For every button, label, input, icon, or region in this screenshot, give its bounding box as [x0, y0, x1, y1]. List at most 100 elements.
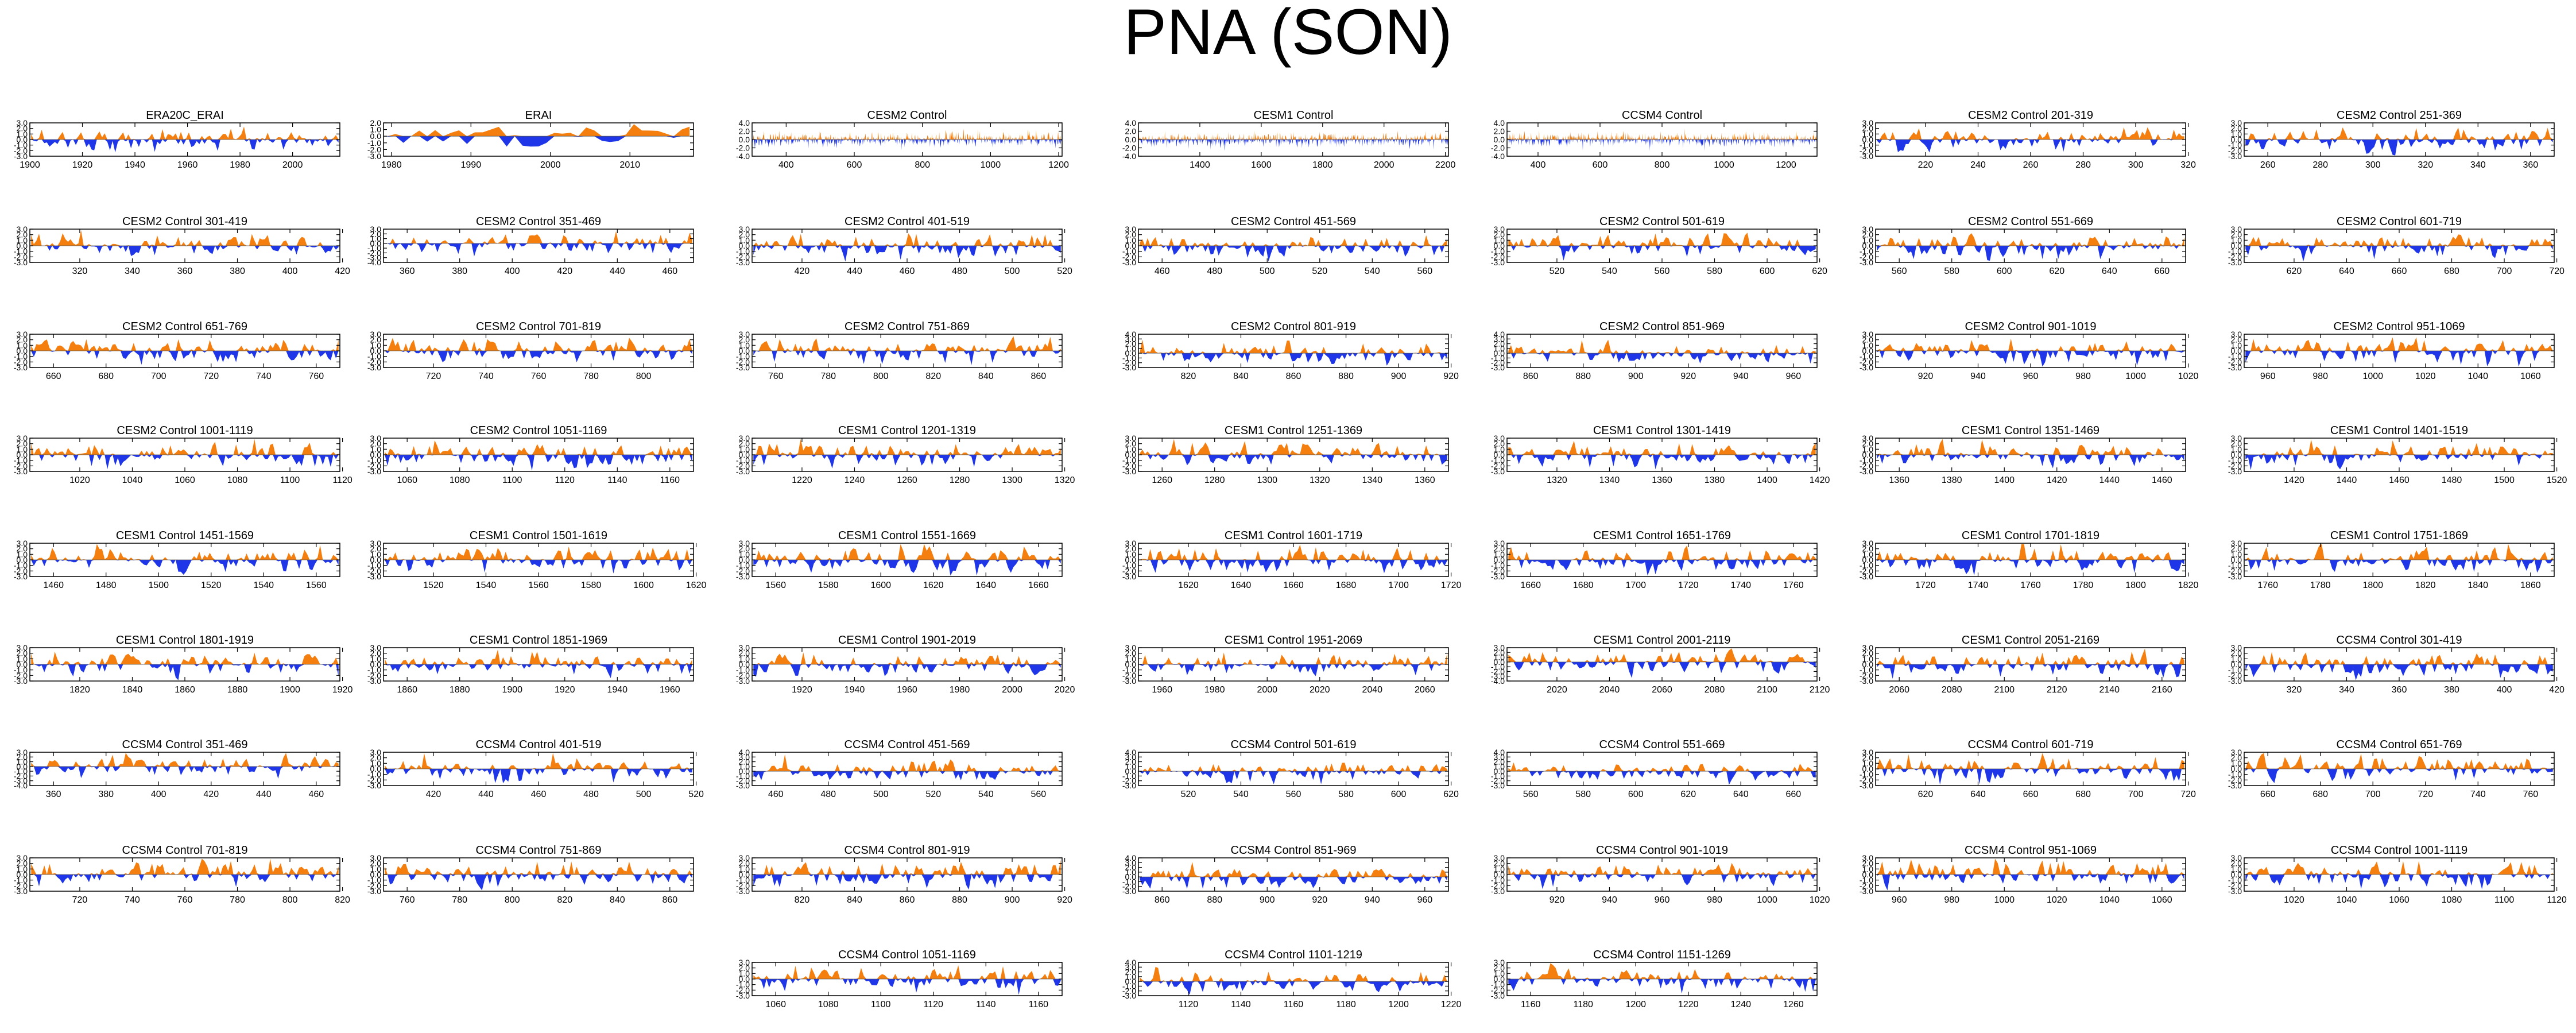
x-tick-label: 880: [1338, 372, 1354, 381]
x-tick-label: 740: [125, 895, 140, 905]
x-tick-label: 1100: [2494, 895, 2515, 905]
x-tick-label: 580: [1575, 790, 1591, 799]
positive-anomaly-area: [385, 546, 692, 560]
x-tick-label: 980: [2075, 372, 2091, 381]
panel-title: CCSM4 Control: [1622, 109, 1702, 122]
x-tick-label: 1240: [1730, 1000, 1751, 1009]
y-tick-label: 3.0: [2231, 330, 2242, 339]
panel-title: CESM1 Control 1901-2019: [838, 634, 976, 647]
x-tick-label: 1620: [923, 581, 944, 590]
negative-anomaly-area: [385, 664, 692, 678]
negative-anomaly-area: [31, 455, 339, 470]
x-tick-label: 1920: [792, 685, 812, 695]
x-tick-label: 1700: [1388, 581, 1409, 590]
x-tick-label: 460: [900, 266, 915, 276]
y-tick-label: 1.0: [739, 550, 750, 559]
positive-anomaly-area: [1140, 652, 1447, 664]
panel-title: CESM1 Control 2001-2119: [1594, 634, 1731, 647]
x-tick-label: 1760: [1783, 581, 1804, 590]
y-tick-label: -1.0: [367, 456, 381, 465]
y-tick-label: 0.0: [739, 241, 750, 250]
x-tick-label: 740: [256, 372, 272, 381]
x-tick-label: 1880: [227, 685, 248, 695]
negative-anomaly-area: [1877, 351, 2184, 367]
x-tick-label: 520: [1312, 266, 1327, 276]
y-tick-label: 3.0: [739, 225, 750, 234]
y-tick-label: -2.0: [1860, 146, 1873, 155]
negative-anomaly-area: [753, 771, 1061, 780]
negative-anomaly-area: [1140, 771, 1447, 784]
x-tick-label: 620: [1443, 790, 1459, 799]
x-tick-label: 700: [2365, 790, 2381, 799]
positive-anomaly-area: [753, 233, 1061, 246]
x-tick-label: 600: [847, 160, 862, 170]
y-tick-label: -4.0: [1491, 676, 1505, 686]
y-tick-label: 2.0: [1862, 335, 1874, 345]
y-tick-label: -2.0: [367, 881, 381, 890]
x-tick-label: 980: [2312, 372, 2328, 381]
y-tick-label: -3.0: [736, 258, 750, 267]
y-tick-label: 4.0: [1125, 118, 1137, 127]
y-tick-label: -3.0: [736, 781, 750, 790]
panel: CESM1 Control 1251-13693.02.01.00.0-1.0-…: [1122, 424, 1449, 485]
panel: CESM1 Control 1201-13193.02.01.00.0-1.0-…: [736, 424, 1075, 485]
x-tick-label: 1060: [175, 475, 195, 485]
x-tick-label: 1960: [177, 160, 198, 170]
positive-anomaly-area: [1508, 233, 1816, 246]
y-tick-label: -3.0: [14, 676, 28, 686]
x-tick-label: 560: [1523, 790, 1539, 799]
x-tick-label: 1600: [633, 581, 654, 590]
y-tick-label: 1.0: [1494, 550, 1505, 559]
y-tick-label: -3.0: [1122, 887, 1136, 896]
y-tick-label: -4.0: [736, 152, 750, 161]
y-tick-label: 2.0: [1125, 649, 1137, 658]
y-tick-label: 0.0: [1862, 555, 1874, 564]
x-tick-label: 480: [583, 790, 599, 799]
y-tick-label: 0.0: [739, 450, 750, 459]
y-tick-label: 3.0: [370, 225, 382, 234]
panel: CESM2 Control 651-769 3.02.01.00.0-1.0-2.…: [14, 320, 340, 381]
x-tick-label: 800: [636, 372, 652, 381]
x-tick-label: 420: [557, 266, 572, 276]
panel-title: CESM2 Control 551-669: [1968, 215, 2093, 228]
x-tick-label: 1900: [502, 685, 522, 695]
y-tick-label: 2.0: [739, 964, 750, 973]
y-tick-label: -1.0: [1491, 980, 1505, 989]
negative-anomaly-area: [385, 875, 692, 891]
y-tick-label: -2.0: [2228, 146, 2242, 155]
x-tick-label: 540: [978, 790, 994, 799]
negative-anomaly-area: [1508, 875, 1816, 889]
y-tick-label: 1.0: [17, 444, 28, 454]
x-tick-label: 1000: [981, 160, 1001, 170]
y-tick-label: -1.0: [736, 352, 750, 361]
y-tick-label: -3.0: [367, 572, 381, 581]
y-tick-label: 1.0: [739, 235, 750, 245]
x-tick-label: 1100: [280, 475, 300, 485]
y-tick-label: 3.0: [739, 853, 750, 862]
y-tick-label: 0.0: [739, 660, 750, 669]
x-tick-label: 1840: [122, 685, 143, 695]
x-tick-label: 800: [915, 160, 930, 170]
negative-anomaly-area: [1877, 246, 2184, 261]
y-tick-label: 2.0: [2231, 753, 2242, 763]
y-tick-label: 4.0: [1494, 748, 1505, 757]
x-tick-label: 960: [2260, 372, 2276, 381]
x-tick-label: 520: [1181, 790, 1196, 799]
y-tick-label: 3.0: [1125, 858, 1137, 867]
positive-anomaly-area: [753, 965, 1061, 979]
x-tick-label: 1340: [1362, 475, 1382, 485]
negative-anomaly-area: [1507, 140, 1817, 152]
y-tick-label: -2.0: [1122, 144, 1136, 153]
positive-anomaly-area: [31, 230, 339, 246]
y-tick-label: -1.0: [367, 138, 381, 148]
x-tick-label: 1040: [2337, 895, 2357, 905]
panel: CESM2 Control 401-519 3.02.01.00.0-1.0-2.…: [736, 215, 1072, 276]
y-tick-label: -2.0: [736, 144, 750, 153]
y-tick-label: 0.0: [1862, 450, 1874, 459]
positive-anomaly-area: [31, 439, 339, 455]
panel: CESM2 Control 851-969 4.03.02.01.00.0-1.0…: [1491, 320, 1818, 381]
y-tick-label: 1.0: [17, 129, 28, 138]
x-tick-label: 1160: [1029, 1000, 1049, 1009]
